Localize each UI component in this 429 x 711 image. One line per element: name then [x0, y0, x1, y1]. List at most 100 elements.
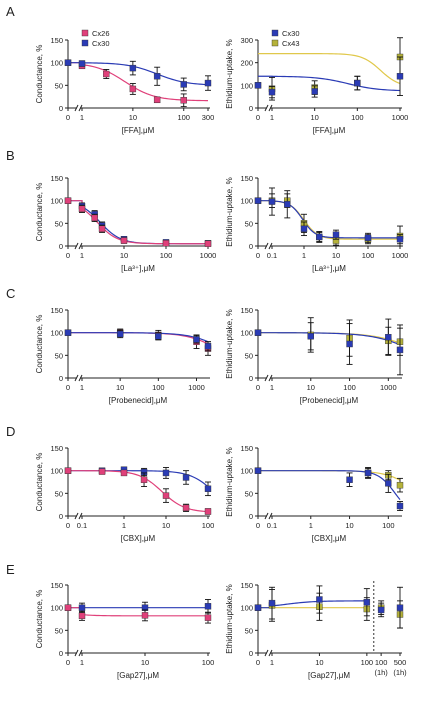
data-point-cx30-control	[254, 197, 262, 204]
y-tick-label: 50	[245, 489, 253, 498]
data-point-cx30	[396, 346, 404, 354]
x-tick-label: 100	[202, 658, 215, 667]
y-axis-label: Ethidium-uptake, %	[225, 447, 234, 516]
data-point-cx26	[182, 504, 190, 512]
x-axis-label: [Gap27],μM	[308, 671, 350, 680]
fit-curve-cx30	[68, 332, 209, 343]
data-point-cx26	[180, 97, 187, 104]
data-point-cx30	[316, 596, 323, 603]
y-tick-label: 50	[55, 489, 63, 498]
x-tick-label: 10	[345, 521, 353, 530]
y-axis-label: Ethidium-uptake, %	[225, 584, 234, 653]
data-point-cx26	[120, 469, 128, 477]
y-tick-label: 100	[50, 197, 63, 206]
data-point-cx30	[396, 73, 404, 80]
x-tick-sublabel: (1h)	[393, 668, 407, 677]
x-tick-label: 100	[351, 113, 364, 122]
fit-curve-cx30	[258, 332, 401, 346]
axis-break-mark	[78, 374, 83, 382]
x-tick-label: 100	[160, 251, 173, 260]
chart-b-right: 0 50 100 150 0 0.1 1 10 100 1000 Ethidium-uptake, …	[225, 174, 408, 273]
fit-curve-cx30	[258, 470, 401, 501]
x-tick-label: 100	[177, 113, 190, 122]
data-point-cx26	[162, 492, 170, 499]
data-point-cx30	[316, 233, 323, 241]
fit-curve-cx43	[258, 53, 401, 85]
x-tick-label: 1	[302, 251, 306, 260]
x-tick-label: 0.1	[77, 521, 87, 530]
data-point-cx26	[103, 70, 110, 78]
y-tick-label: 200	[240, 59, 253, 68]
x-axis-label: [FFA],μM	[313, 126, 346, 135]
chart-d-right: 0 50 100 150 0 0.1 1 10 100 Ethidium-uptake, % [CB…	[225, 444, 404, 543]
legend-label-cx30: Cx30	[92, 39, 110, 48]
y-tick-label: 0	[59, 374, 63, 383]
y-tick-label: 0	[249, 104, 253, 113]
legend-label-cx26: Cx26	[92, 29, 110, 38]
x-tick-label: 100	[343, 383, 356, 392]
data-point-cx26	[98, 225, 106, 232]
data-point-cx26-control	[64, 467, 72, 474]
data-point-cx26-control	[64, 604, 72, 611]
fit-curve-cx26	[68, 332, 209, 345]
data-point-cx30-control	[64, 329, 72, 336]
x-tick-label: 10	[120, 251, 128, 260]
data-point-cx26	[78, 612, 86, 620]
x-tick-label: 10	[116, 383, 124, 392]
x-tick-label: 10	[141, 658, 149, 667]
x-tick-label: 1000	[200, 251, 217, 260]
x-axis-label: [Probenecid],μM	[109, 396, 168, 405]
legend-swatch-cx43	[271, 39, 279, 47]
data-point-cx26	[98, 468, 106, 475]
y-tick-label: 50	[55, 81, 63, 90]
chart-b-left: 0 50 100 150 0 1 10 100 1000 Conductance, % [La³⁺]…	[35, 174, 216, 273]
x-axis-label: [FFA],μM	[122, 126, 155, 135]
data-point-cx26	[120, 237, 128, 244]
y-axis-label: Ethidium-uptake, %	[225, 177, 234, 246]
x-tick-label: 1	[270, 658, 274, 667]
axis-break-mark	[268, 649, 273, 657]
x-tick-label: 1	[122, 521, 126, 530]
x-tick-label: 1000	[380, 383, 397, 392]
data-point-cx30	[129, 64, 137, 72]
x-tick-label: 1	[80, 658, 84, 667]
fit-curve-cx26	[68, 200, 208, 245]
axis-break-mark	[268, 104, 273, 112]
x-tick-label-zero: 0	[66, 658, 70, 667]
y-tick-label: 150	[50, 306, 63, 315]
x-tick-label: 1	[80, 383, 84, 392]
y-tick-label: 100	[50, 604, 63, 613]
x-tick-label: 1000	[392, 113, 409, 122]
x-tick-label-zero: 0	[66, 521, 70, 530]
chart-c-left: 0 50 100 150 0 1 10 100 1000 Conductance, % [Probe…	[35, 306, 212, 405]
x-tick-label: 10	[307, 383, 315, 392]
axis-break-mark	[74, 374, 79, 382]
data-point-cx30	[284, 201, 291, 208]
x-tick-label: 100	[361, 658, 374, 667]
y-tick-label: 0	[249, 649, 253, 658]
panel-label-e: E	[6, 562, 15, 577]
data-point-cx30	[354, 79, 361, 87]
data-point-cx26	[204, 240, 212, 247]
data-point-cx30	[396, 604, 404, 611]
axis-break-mark	[264, 242, 269, 250]
y-tick-label: 150	[240, 581, 253, 590]
data-point-cx30	[193, 336, 200, 343]
data-point-cx26	[204, 508, 212, 515]
data-point-cx30	[268, 198, 276, 205]
x-axis-label: [Gap27],μM	[117, 671, 159, 680]
legend-swatch-cx30	[271, 29, 279, 37]
data-point-cx26	[91, 214, 98, 222]
data-point-cx30	[180, 81, 187, 88]
data-point-cx30-control	[254, 82, 262, 89]
x-tick-label-zero: 0	[66, 113, 70, 122]
data-point-cx30	[300, 225, 308, 232]
data-point-cx26	[140, 476, 148, 483]
y-tick-label: 0	[249, 512, 253, 521]
fit-curve-cx26	[68, 607, 208, 617]
data-point-cx30	[385, 334, 392, 341]
y-tick-label: 150	[50, 444, 63, 453]
data-point-cx26-control	[64, 197, 72, 204]
data-point-cx30-control	[64, 59, 72, 66]
